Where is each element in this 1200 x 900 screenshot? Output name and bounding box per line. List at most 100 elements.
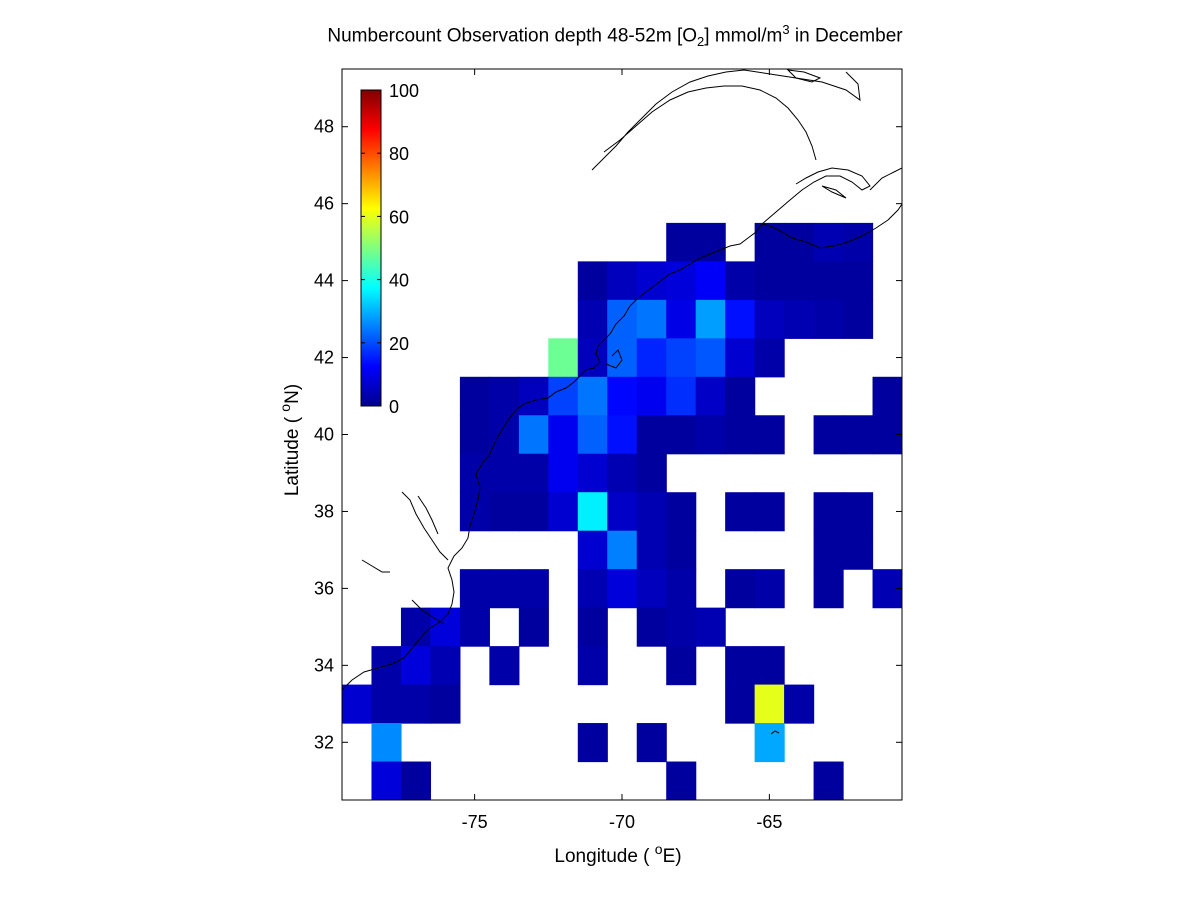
heatmap-cell-68 [518, 492, 549, 532]
heatmap-cell-35 [489, 376, 520, 416]
heatmap-cell-69 [548, 492, 579, 532]
heatmap-cell-57 [843, 415, 874, 455]
coastline-carolina-sounds [361, 559, 445, 625]
heatmap-cell-119 [577, 723, 608, 763]
heatmap-cell-113 [400, 684, 432, 724]
heatmap-cell-74 [725, 492, 756, 532]
heatmap-cell-17 [607, 299, 638, 339]
heatmap-cell-36 [518, 376, 549, 416]
heatmap-cell-51 [636, 415, 667, 455]
heatmap-cell-81 [666, 530, 697, 570]
heatmap-cell-8 [636, 261, 667, 301]
heatmap-cell-114 [430, 684, 461, 724]
heatmap-cell-97 [459, 607, 490, 647]
coastline-cape-cod [605, 349, 623, 369]
coastline-pei [821, 185, 847, 199]
heatmap-cell-110 [754, 646, 785, 686]
heatmap-cell-55 [754, 415, 785, 455]
heatmap-cell-54 [725, 415, 756, 455]
heatmap-cell-22 [754, 299, 785, 339]
x-tick-label-2: -65 [756, 812, 782, 832]
heatmap-cell-88 [607, 569, 638, 609]
heatmap-cell-53 [695, 415, 726, 455]
heatmap-cell-87 [577, 569, 608, 609]
heatmap-cell-65 [636, 453, 667, 493]
heatmap-cell-90 [666, 569, 697, 609]
heatmap-cell-109 [725, 646, 756, 686]
heatmap-cell-20 [695, 299, 726, 339]
title-suffix: in December [789, 25, 903, 47]
heatmap-cell-73 [666, 492, 697, 532]
heatmap-cell-28 [607, 338, 638, 378]
heatmap-cell-96 [430, 607, 461, 647]
heatmap-cell-98 [518, 607, 549, 647]
heatmap-cell-115 [725, 684, 756, 724]
x-axis-ticks: -75 -70 -65 [462, 69, 782, 832]
y-tick-label-8: 48 [314, 117, 334, 137]
colorbar-ticks: 0 20 40 60 80 100 [361, 81, 419, 417]
heatmap-cell-106 [489, 646, 520, 686]
heatmap-cell-31 [695, 338, 726, 378]
heatmap-cell-100 [636, 607, 667, 647]
heatmap-cell-91 [725, 569, 756, 609]
colorbar-tick-label-2: 40 [389, 271, 409, 291]
heatmap-cell-33 [754, 338, 785, 378]
heatmap-cell-41 [666, 376, 697, 416]
x-axis-label-suffix: E) [663, 846, 682, 867]
heatmap-cells [342, 222, 902, 800]
heatmap-cell-40 [636, 376, 667, 416]
heatmap-cell-49 [577, 415, 608, 455]
heatmap-cell-14 [813, 261, 844, 301]
title-subscript: 2 [697, 34, 705, 50]
heatmap-cell-84 [459, 569, 490, 609]
heatmap-cell-26 [548, 338, 579, 378]
heatmap-cell-42 [695, 376, 726, 416]
heatmap-cell-83 [843, 530, 874, 570]
heatmap-cell-118 [371, 723, 402, 763]
heatmap-cell-107 [577, 646, 608, 686]
heatmap-cell-79 [607, 530, 638, 570]
heatmap-cell-4 [813, 222, 844, 262]
y-tick-label-2: 36 [314, 578, 334, 598]
heatmap-cell-105 [430, 646, 461, 686]
heatmap-cell-120 [636, 723, 667, 763]
heatmap-cell-75 [754, 492, 785, 532]
heatmap-cell-123 [400, 761, 432, 800]
coastline [342, 69, 902, 735]
heatmap-cell-12 [754, 261, 785, 301]
heatmap-cell-50 [607, 415, 638, 455]
x-tick-label-0: -75 [462, 812, 488, 832]
heatmap-cell-77 [843, 492, 874, 532]
colorbar-gradient [360, 89, 382, 407]
heatmap-cell-34 [459, 376, 490, 416]
heatmap-cell-43 [725, 376, 756, 416]
heatmap-cell-1 [695, 222, 726, 262]
colorbar-tick-label-3: 60 [389, 207, 409, 227]
heatmap-cell-30 [666, 338, 697, 378]
heatmap-cell-37 [548, 376, 579, 416]
heatmap-cell-39 [607, 376, 638, 416]
heatmap-cell-102 [695, 607, 726, 647]
y-axis-label-prefix: Latitude ( [282, 412, 303, 497]
heatmap-cell-116 [754, 684, 785, 724]
x-axis-label-sup: o [655, 841, 663, 857]
heatmap-cell-56 [813, 415, 844, 455]
heatmap-cell-93 [813, 569, 844, 609]
heatmap-cell-86 [518, 569, 549, 609]
y-tick-label-5: 42 [314, 348, 334, 368]
title-superscript: 3 [782, 22, 790, 37]
heatmap-cell-25 [843, 299, 874, 339]
heatmap-cell-0 [666, 222, 697, 262]
y-tick-label-3: 38 [314, 501, 334, 521]
heatmap-cell-101 [666, 607, 697, 647]
colorbar-tick-label-0: 0 [389, 397, 399, 417]
coastline-anticosti [786, 69, 822, 83]
heatmap-cell-67 [489, 492, 520, 532]
heatmap-cell-62 [548, 453, 579, 493]
heatmap-cell-44 [872, 376, 902, 416]
heatmap-cell-95 [400, 607, 432, 647]
heatmap-cell-70 [577, 492, 608, 532]
y-tick-label-0: 32 [314, 732, 334, 752]
heatmap-cell-92 [754, 569, 785, 609]
